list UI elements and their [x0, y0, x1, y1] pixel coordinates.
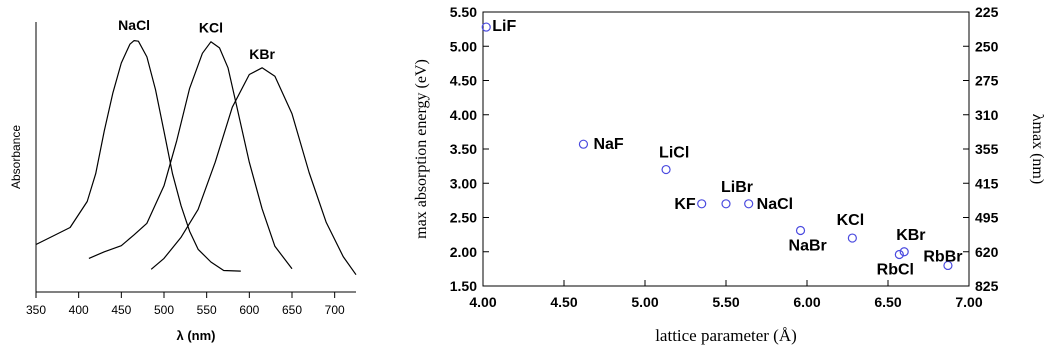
data-point-kf — [697, 199, 707, 209]
left-x-tick-label: 700 — [325, 303, 345, 317]
right-x-tick-label: 6.00 — [793, 294, 820, 310]
data-point-nabr — [795, 225, 806, 236]
data-point-rbbr — [943, 260, 953, 271]
spectrum-label-nacl: NaCl — [118, 17, 150, 33]
left-x-axis-label: λ (nm) — [177, 328, 216, 343]
data-label-kbr: KBr — [896, 227, 925, 244]
right-y-tick-label: 4.00 — [450, 107, 477, 123]
right-x-tick-label: 5.50 — [712, 294, 739, 310]
plot-frame — [482, 11, 970, 287]
data-label-lif: LiF — [492, 18, 516, 35]
left-x-tick-label: 450 — [111, 303, 131, 317]
spectrum-curve-nacl — [35, 39, 241, 272]
spectrum-curve-kbr — [150, 67, 357, 276]
right-y-axis-label: max absorption energy (eV) — [413, 59, 430, 239]
left-x-tick-label: 600 — [239, 303, 259, 317]
data-point-nacl — [744, 199, 754, 209]
data-point-naf — [578, 139, 589, 149]
data-label-rbbr: RbBr — [923, 248, 962, 265]
right-x-tick-label: 6.50 — [874, 294, 901, 310]
data-point-kbr — [899, 247, 909, 257]
right-y-tick-label: 5.00 — [450, 38, 477, 54]
data-point-libr — [721, 199, 731, 209]
right-y-tick-label: 2.00 — [450, 244, 477, 260]
left-y-axis-label: Absorbance — [9, 125, 23, 189]
left-x-tick-label: 500 — [154, 303, 174, 317]
right-y-tick-label: 2.50 — [450, 210, 477, 226]
right-y2-tick-label: 225 — [975, 4, 999, 20]
left-x-tick-label: 350 — [26, 303, 46, 317]
right-x-tick-label: 7.00 — [955, 294, 982, 310]
data-point-kcl — [847, 233, 857, 243]
absorption-spectra-chart: 350 400 450 500 550 600 650 700 NaCl KCl KBr λ (n… — [9, 17, 357, 343]
data-label-libr: LiBr — [721, 179, 753, 196]
right-y2-tick-label: 275 — [975, 73, 999, 89]
right-y-tick-label: 3.50 — [450, 141, 477, 157]
absorption-energy-scatter-chart: 4.00 4.50 5.00 5.50 6.00 6.50 7.00 1.50 2.00 2.50… — [413, 4, 1046, 345]
right-y-tick-label: 4.50 — [450, 73, 477, 89]
data-label-naf: NaF — [593, 136, 623, 153]
data-label-licl: LiCl — [659, 145, 689, 162]
right-x-axis-label: lattice parameter (Å) — [655, 326, 797, 345]
spectrum-label-kbr: KBr — [249, 46, 275, 62]
right-y2-tick-label: 495 — [975, 210, 999, 226]
right-y2-tick-label: 355 — [975, 141, 999, 157]
right-y2-tick-label: 415 — [975, 175, 999, 191]
data-point-licl — [661, 164, 671, 175]
right-y-tick-label: 5.50 — [450, 4, 477, 20]
data-label-nacl: NaCl — [757, 196, 793, 213]
data-point-rbcl — [894, 249, 904, 260]
left-x-tick-label: 650 — [282, 303, 302, 317]
data-label-kcl: KCl — [837, 212, 865, 229]
spectrum-curve-kcl — [88, 41, 293, 270]
right-y-tick-label: 3.00 — [450, 175, 477, 191]
right-y-tick-label: 1.50 — [450, 278, 477, 294]
left-x-tick-label: 400 — [69, 303, 89, 317]
right-x-tick-label: 4.50 — [550, 294, 577, 310]
right-y2-tick-label: 250 — [975, 38, 999, 54]
right-x-tick-label: 4.00 — [469, 294, 496, 310]
right-x-tick-label: 5.00 — [631, 294, 658, 310]
data-point-lif — [481, 22, 491, 32]
spectrum-label-kcl: KCl — [199, 19, 223, 35]
right-y2-axis-label: λmax (nm) — [1029, 114, 1046, 184]
data-label-kf: KF — [674, 196, 696, 213]
right-y2-tick-label: 310 — [975, 107, 999, 123]
left-x-tick-label: 550 — [197, 303, 217, 317]
data-label-rbcl: RbCl — [877, 261, 914, 278]
right-y2-tick-label: 620 — [975, 244, 999, 260]
right-y2-tick-label: 825 — [975, 278, 999, 294]
data-label-nabr: NaBr — [789, 238, 827, 255]
